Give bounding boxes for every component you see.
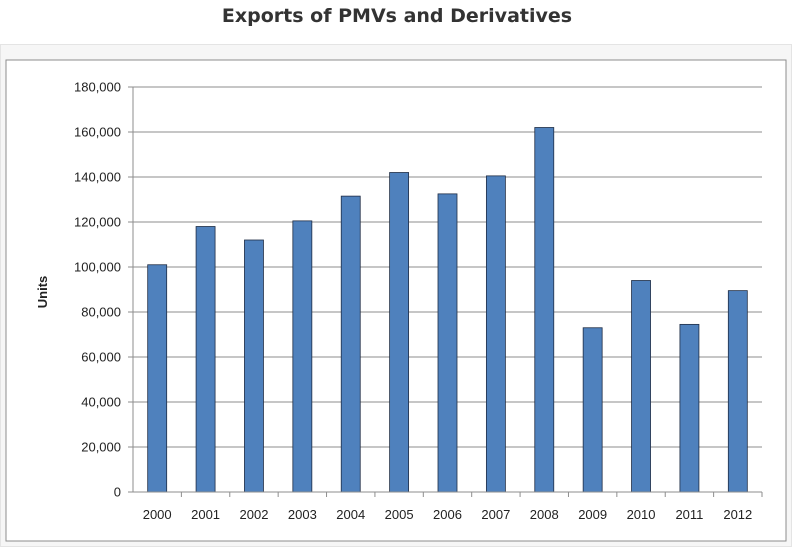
y-tick-label: 0 [114, 485, 121, 500]
x-tick-label: 2006 [433, 507, 462, 522]
y-tick-label: 140,000 [74, 170, 121, 185]
x-tick-label: 2001 [191, 507, 220, 522]
x-tick-label: 2004 [336, 507, 365, 522]
bar-2011 [679, 323, 700, 493]
x-tick-label: 2005 [385, 507, 414, 522]
bars [147, 127, 748, 493]
bar-2006 [437, 193, 458, 493]
bar-2002 [244, 239, 264, 493]
y-tick-label: 40,000 [81, 395, 121, 410]
x-tick-label: 2007 [481, 507, 510, 522]
page-title: Exports of PMVs and Derivatives [221, 5, 573, 27]
x-tick-label: 2009 [578, 507, 607, 522]
x-tick-label: 2000 [143, 507, 172, 522]
bar-2009 [582, 327, 603, 493]
axes [128, 86, 763, 497]
y-axis-title: Units [35, 276, 50, 309]
x-tick-label: 2012 [723, 507, 752, 522]
bar-2010 [631, 280, 651, 493]
bar-2007 [485, 175, 506, 493]
bar-2012 [727, 290, 748, 493]
x-tick-label: 2003 [288, 507, 317, 522]
bar-2000 [147, 264, 168, 493]
y-tick-label: 120,000 [74, 215, 121, 230]
y-tick-labels: 0 20,000 40,000 60,000 80,000 100,000 120,000 1… [74, 80, 121, 500]
bar-2001 [195, 226, 216, 493]
bar-2005 [389, 172, 410, 493]
x-tick-label: 2011 [675, 507, 703, 522]
x-tick-label: 2002 [240, 507, 269, 522]
y-tick-label: 160,000 [74, 125, 121, 140]
x-tick-label: 2010 [627, 507, 656, 522]
bar-2008 [534, 127, 555, 493]
y-tick-label: 80,000 [81, 305, 121, 320]
y-tick-label: 180,000 [74, 80, 121, 95]
y-tick-label: 60,000 [81, 350, 121, 365]
bar-2003 [292, 220, 313, 493]
bar-2004 [340, 195, 361, 493]
y-tick-label: 100,000 [74, 260, 121, 275]
x-tick-label: 2008 [530, 507, 559, 522]
x-tick-labels: 2000 2001 2002 2003 2004 2005 2006 2007 2008 2009… [143, 507, 753, 522]
y-tick-label: 20,000 [81, 440, 121, 455]
